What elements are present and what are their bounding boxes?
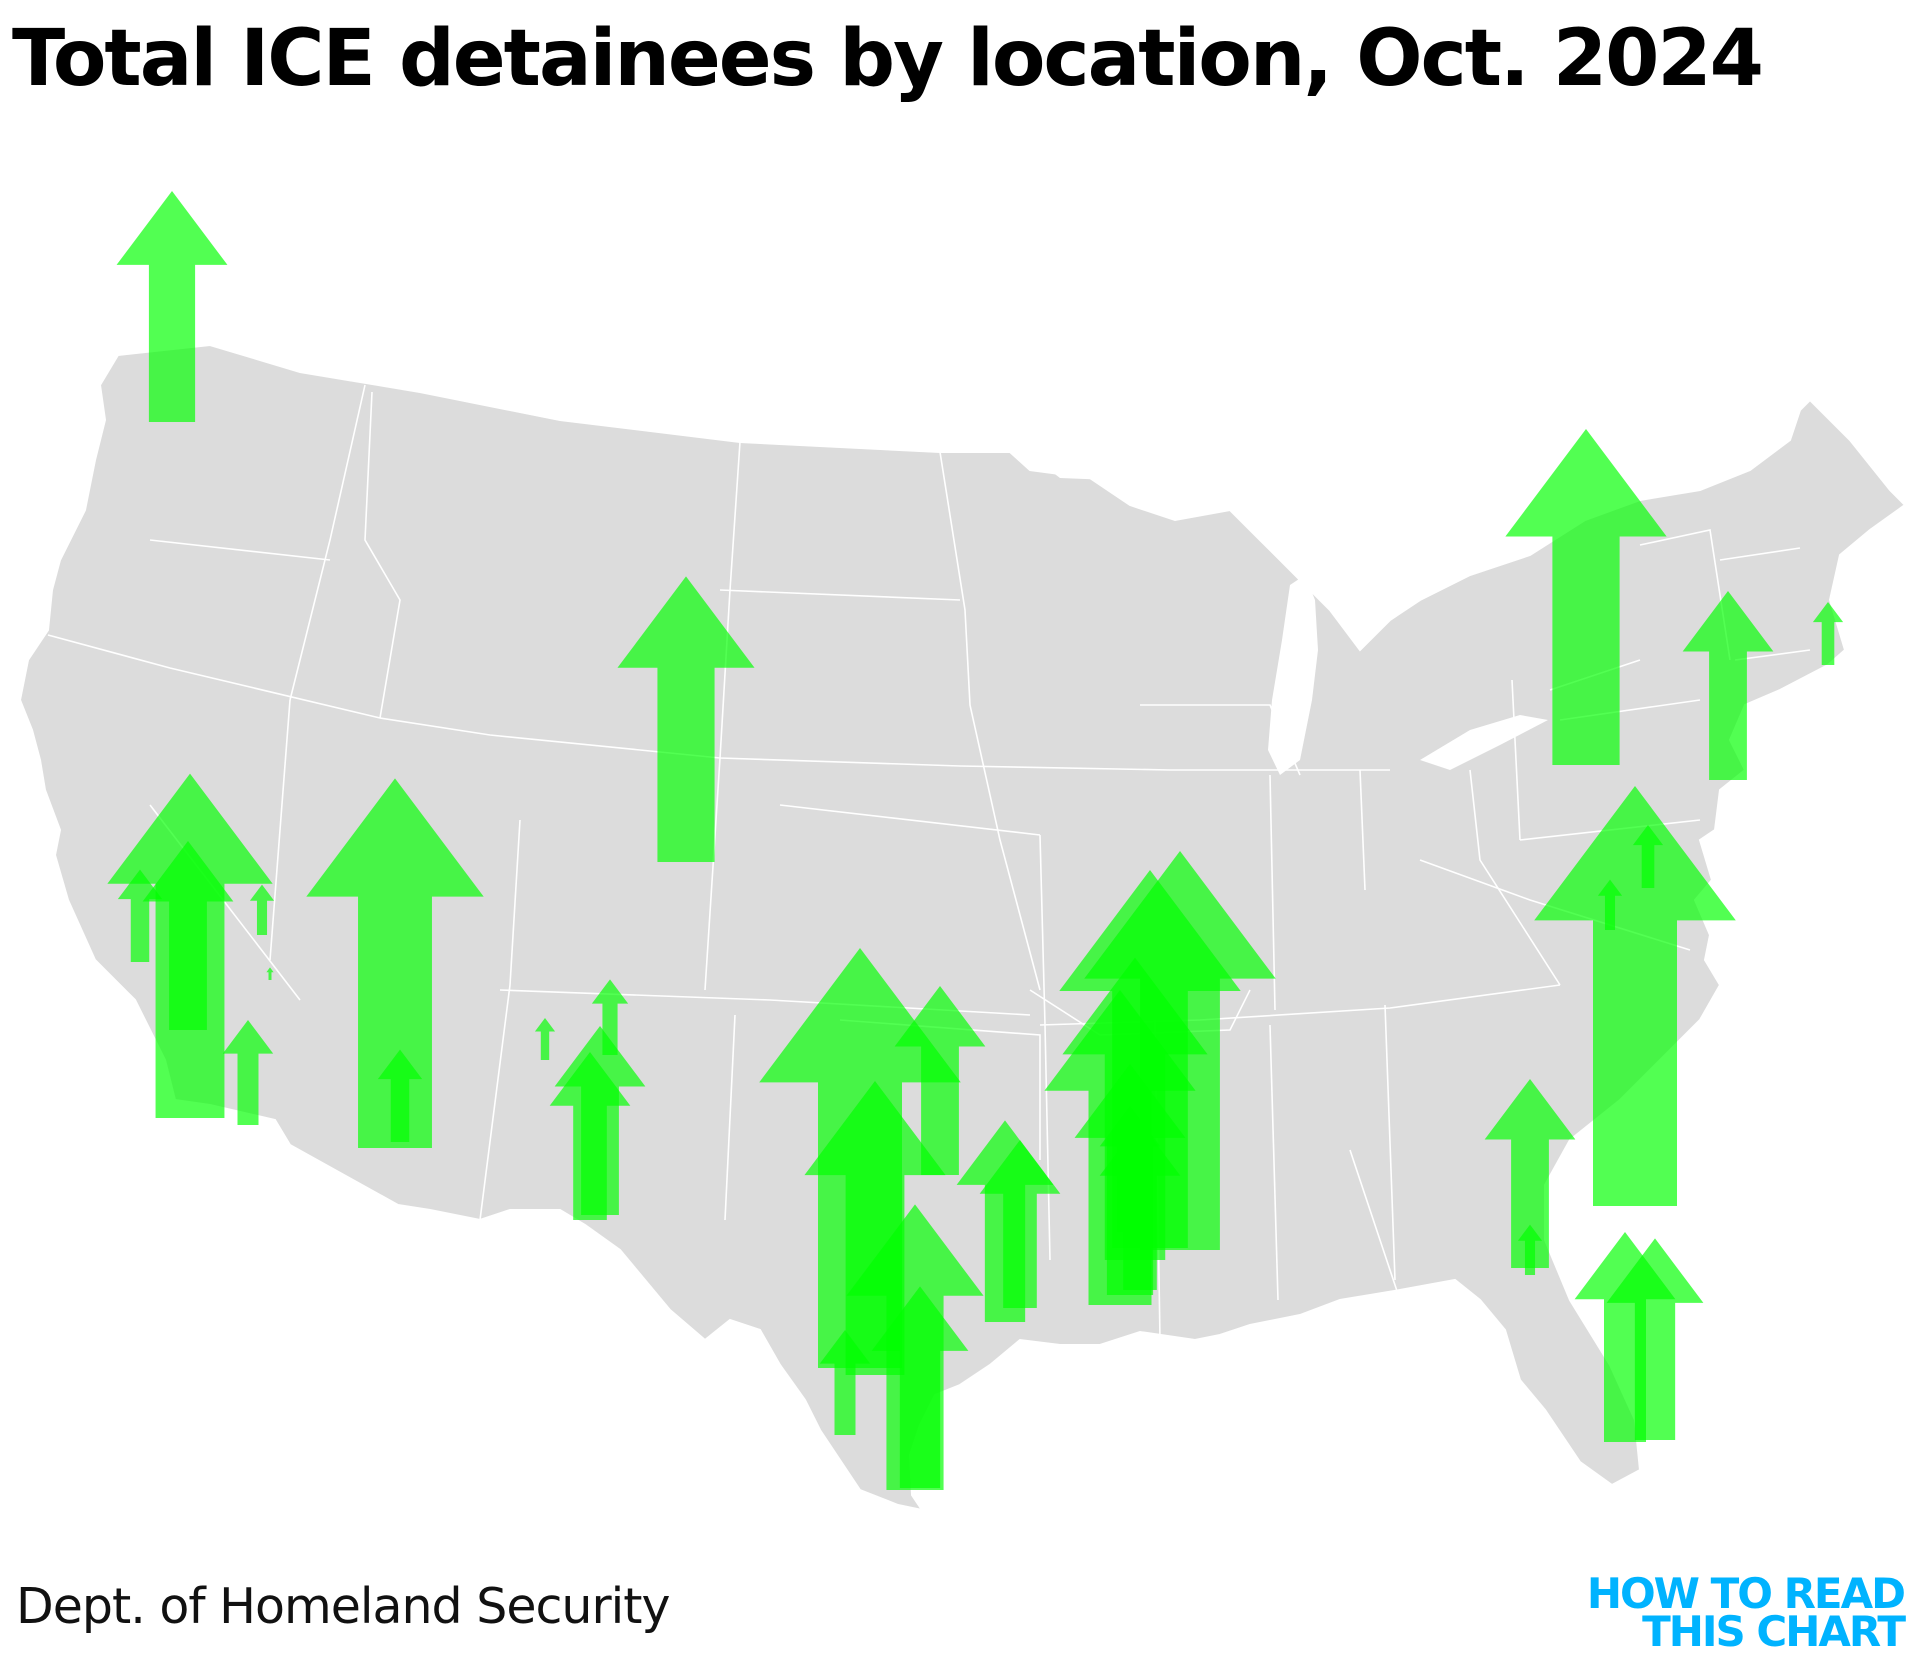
detainee-arrow (534, 1018, 556, 1060)
detainee-arrow (617, 576, 755, 862)
detainee-arrow (819, 1330, 871, 1435)
detainee-arrow (1517, 1224, 1543, 1275)
detainee-arrow (1632, 825, 1664, 888)
detainee-arrow (591, 979, 629, 1055)
source-credit: Dept. of Homeland Security (16, 1578, 670, 1635)
detainee-arrow (116, 191, 228, 422)
detainee-arrow (979, 1140, 1061, 1308)
lake-michigan (1268, 575, 1318, 775)
detainee-arrow (266, 967, 274, 980)
detainee-arrow (249, 884, 275, 935)
brand-line-1: HOW TO READ (1586, 1569, 1906, 1618)
detainee-arrow (1682, 591, 1774, 780)
detainee-arrow (804, 1081, 946, 1375)
page-title: Total ICE detainees by location, Oct. 20… (12, 14, 1764, 104)
detainee-arrow (1074, 1064, 1186, 1295)
brand-logo: HOW TO READ THIS CHART (1586, 1569, 1906, 1656)
detainee-arrow (554, 1026, 646, 1215)
detainee-arrow (1812, 602, 1844, 665)
detainee-arrow (142, 841, 234, 1030)
detainee-arrow (306, 778, 484, 1148)
arrow-layer (107, 191, 1844, 1490)
detainee-arrow (1574, 1232, 1676, 1442)
detainee-arrow (871, 1286, 969, 1488)
lake-superior (1030, 445, 1290, 500)
detainee-arrow (377, 1049, 423, 1142)
detainee-arrow (222, 1020, 274, 1125)
detainee-arrow (1597, 879, 1623, 930)
detainee-arrow (894, 986, 986, 1175)
us-landmass (18, 343, 1907, 1512)
detainee-arrow (1505, 429, 1667, 765)
state-borders (47, 384, 1811, 1341)
detainee-arrow (1534, 786, 1736, 1206)
detainee-arrow (1484, 1079, 1576, 1268)
detainee-arrow (117, 869, 163, 962)
brand-line-2: THIS CHART (1642, 1607, 1906, 1656)
lake-erie (1420, 715, 1548, 770)
